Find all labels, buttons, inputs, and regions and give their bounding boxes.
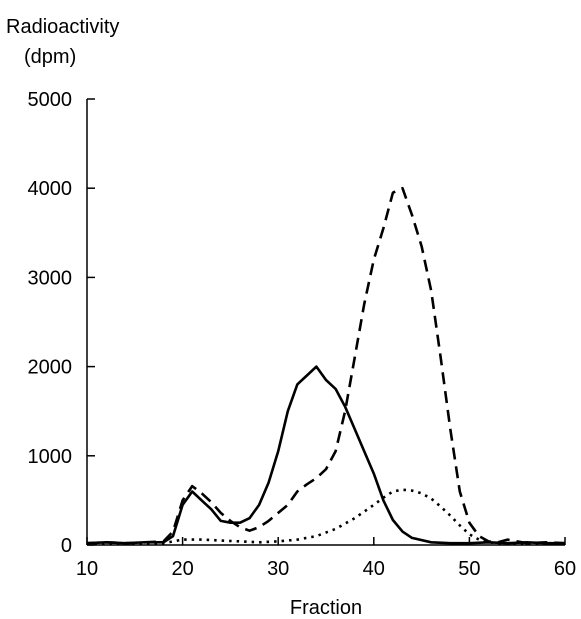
y-tick-label: 2000 bbox=[28, 357, 73, 379]
y-axis-label-line2: (dpm) bbox=[24, 46, 76, 68]
x-tick-label: 50 bbox=[458, 558, 480, 580]
x-axis-label: Fraction bbox=[290, 597, 362, 619]
y-tick-label: 0 bbox=[61, 535, 72, 557]
y-tick-label: 1000 bbox=[28, 446, 73, 468]
x-tick-label: 40 bbox=[363, 558, 385, 580]
y-tick-label: 5000 bbox=[28, 89, 73, 111]
y-tick-label: 3000 bbox=[28, 267, 73, 289]
x-tick-label: 10 bbox=[76, 558, 98, 580]
y-axis-label-line1: Radioactivity bbox=[6, 16, 119, 38]
series-line-solid bbox=[86, 365, 565, 545]
x-tick-label: 30 bbox=[267, 558, 289, 580]
y-tick-label: 4000 bbox=[28, 178, 73, 200]
x-tick-label: 60 bbox=[554, 558, 576, 580]
series-line-dotted bbox=[87, 488, 565, 546]
series-line-dashed bbox=[86, 186, 566, 545]
x-tick-label: 20 bbox=[171, 558, 193, 580]
